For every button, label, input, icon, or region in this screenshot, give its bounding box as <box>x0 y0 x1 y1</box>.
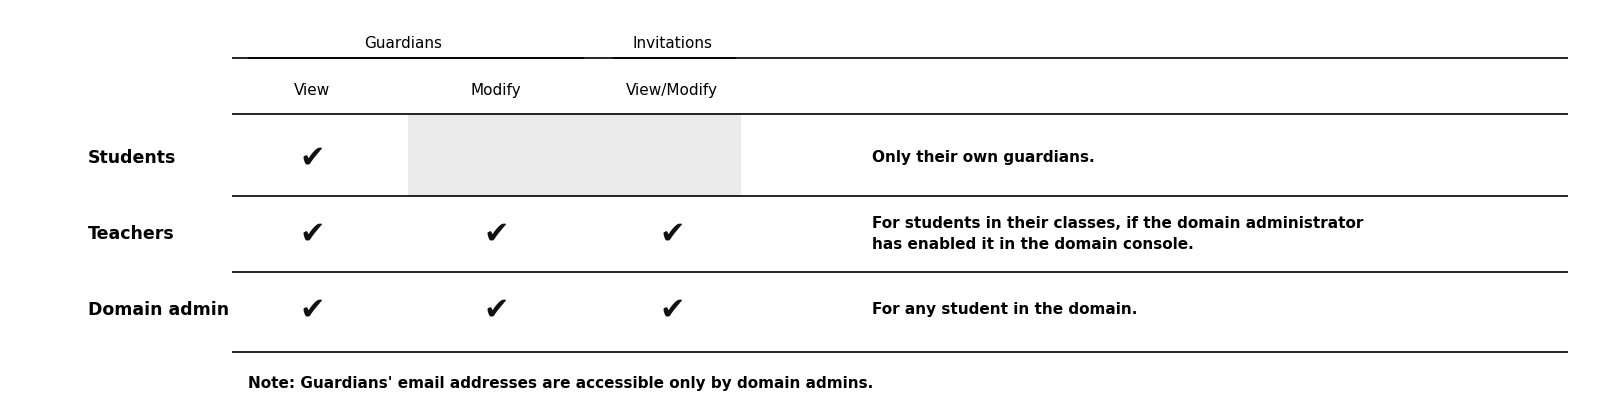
Text: Invitations: Invitations <box>632 36 712 50</box>
Text: Guardians: Guardians <box>365 36 442 50</box>
Text: View: View <box>294 83 330 97</box>
Text: ✔: ✔ <box>659 219 685 247</box>
Text: Students: Students <box>88 148 176 166</box>
Text: Modify: Modify <box>470 83 522 97</box>
Text: Note: Guardians' email addresses are accessible only by domain admins.: Note: Guardians' email addresses are acc… <box>248 375 874 390</box>
Text: ✔: ✔ <box>659 294 685 323</box>
Text: Teachers: Teachers <box>88 224 174 242</box>
Text: Only their own guardians.: Only their own guardians. <box>872 150 1094 165</box>
Text: View/Modify: View/Modify <box>626 83 718 97</box>
Text: ✔: ✔ <box>299 294 325 323</box>
Text: ✔: ✔ <box>483 219 509 247</box>
Text: ✔: ✔ <box>299 143 325 172</box>
Bar <box>408 115 741 196</box>
Text: For any student in the domain.: For any student in the domain. <box>872 301 1138 316</box>
Text: ✔: ✔ <box>483 294 509 323</box>
Text: ✔: ✔ <box>299 219 325 247</box>
Text: Domain admin: Domain admin <box>88 300 229 318</box>
Text: For students in their classes, if the domain administrator
has enabled it in the: For students in their classes, if the do… <box>872 215 1363 251</box>
